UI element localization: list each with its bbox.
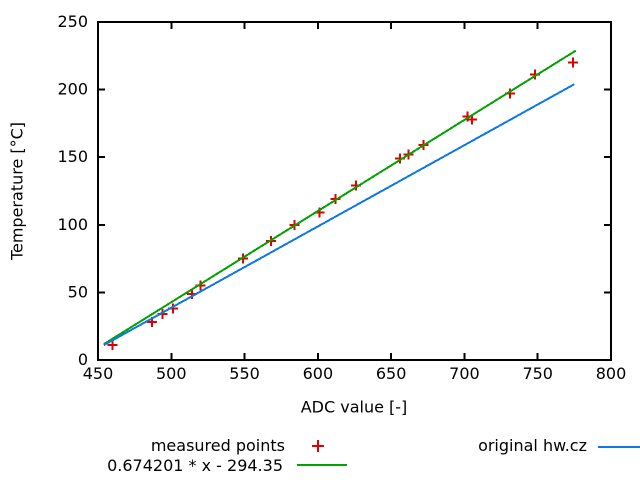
x-tick-label: 550 — [229, 364, 260, 383]
legend-label-fit-formula: 0.674201 * x - 294.35 — [107, 456, 283, 475]
x-axis-title: ADC value [-] — [300, 397, 408, 417]
y-tick-label: 200 — [57, 80, 88, 99]
x-tick-label: 750 — [522, 364, 553, 383]
legend-label-original-hwcz: original hw.cz — [478, 436, 587, 455]
y-tick-label: 0 — [78, 350, 88, 369]
original-line-sample — [598, 446, 640, 448]
x-tick-label: 600 — [303, 364, 334, 383]
x-tick-label: 800 — [596, 364, 627, 383]
y-tick-label: 250 — [57, 12, 88, 31]
plus-marker-icon — [312, 440, 324, 452]
x-tick-label: 500 — [156, 364, 187, 383]
plus-marker-bar — [317, 440, 319, 452]
fit-line-sample — [297, 464, 347, 466]
series-line — [103, 83, 575, 347]
y-tick-label: 150 — [57, 147, 88, 166]
y-tick-label: 50 — [68, 282, 88, 301]
plot-border — [97, 21, 612, 361]
x-tick-label: 650 — [376, 364, 407, 383]
series-line — [103, 49, 577, 345]
y-tick-label: 100 — [57, 215, 88, 234]
y-axis-title: Temperature [°C] — [7, 121, 27, 261]
x-tick-label: 700 — [449, 364, 480, 383]
legend-label-measured-points: measured points — [150, 436, 285, 455]
data-point-marker — [107, 340, 118, 351]
x-tick-label: 450 — [83, 364, 114, 383]
data-point-marker — [567, 57, 578, 68]
